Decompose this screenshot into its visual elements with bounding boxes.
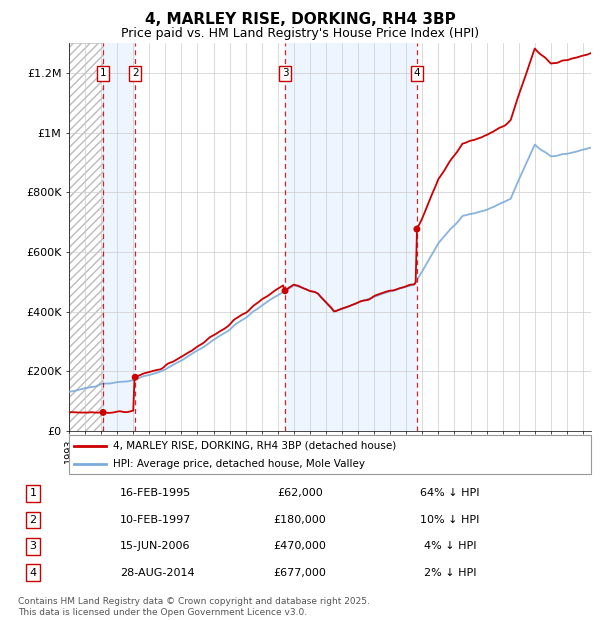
Point — [412, 224, 422, 234]
Text: 64% ↓ HPI: 64% ↓ HPI — [420, 489, 480, 498]
Bar — [69, 43, 103, 431]
Text: 4, MARLEY RISE, DORKING, RH4 3BP (detached house): 4, MARLEY RISE, DORKING, RH4 3BP (detach… — [113, 441, 397, 451]
Text: 3: 3 — [29, 541, 37, 551]
Point — [280, 286, 290, 296]
Point — [98, 407, 108, 417]
Text: £62,000: £62,000 — [277, 489, 323, 498]
FancyBboxPatch shape — [69, 435, 591, 474]
Text: 3: 3 — [282, 68, 289, 78]
Text: 4: 4 — [413, 68, 420, 78]
Text: £470,000: £470,000 — [274, 541, 326, 551]
Text: 2% ↓ HPI: 2% ↓ HPI — [424, 567, 476, 578]
Text: 16-FEB-1995: 16-FEB-1995 — [120, 489, 191, 498]
Text: 10% ↓ HPI: 10% ↓ HPI — [421, 515, 479, 525]
Text: 4: 4 — [29, 567, 37, 578]
Text: 10-FEB-1997: 10-FEB-1997 — [120, 515, 191, 525]
Text: 1: 1 — [100, 68, 106, 78]
Text: £677,000: £677,000 — [274, 567, 326, 578]
Text: 4, MARLEY RISE, DORKING, RH4 3BP: 4, MARLEY RISE, DORKING, RH4 3BP — [145, 12, 455, 27]
Text: HPI: Average price, detached house, Mole Valley: HPI: Average price, detached house, Mole… — [113, 459, 365, 469]
Text: 1: 1 — [29, 489, 37, 498]
Text: 2: 2 — [132, 68, 139, 78]
Text: 2: 2 — [29, 515, 37, 525]
Text: 28-AUG-2014: 28-AUG-2014 — [120, 567, 194, 578]
Text: Price paid vs. HM Land Registry's House Price Index (HPI): Price paid vs. HM Land Registry's House … — [121, 27, 479, 40]
Text: 15-JUN-2006: 15-JUN-2006 — [120, 541, 191, 551]
Bar — [103, 43, 135, 431]
Text: 4% ↓ HPI: 4% ↓ HPI — [424, 541, 476, 551]
Point — [130, 372, 140, 382]
Text: Contains HM Land Registry data © Crown copyright and database right 2025.
This d: Contains HM Land Registry data © Crown c… — [18, 598, 370, 617]
Text: £180,000: £180,000 — [274, 515, 326, 525]
Bar — [285, 43, 417, 431]
